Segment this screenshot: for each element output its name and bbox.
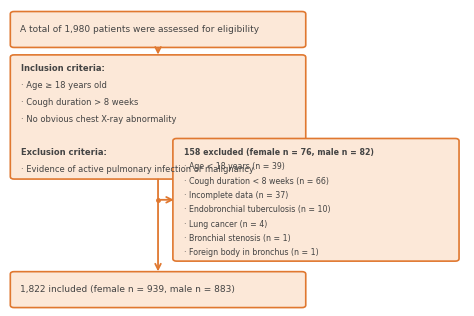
- FancyBboxPatch shape: [10, 11, 306, 47]
- Text: · Bronchial stenosis (n = 1): · Bronchial stenosis (n = 1): [184, 234, 291, 243]
- Text: Inclusion criteria:: Inclusion criteria:: [21, 64, 105, 73]
- Text: · No obvious chest X-ray abnormality: · No obvious chest X-ray abnormality: [21, 115, 177, 124]
- Text: · Cough duration > 8 weeks: · Cough duration > 8 weeks: [21, 98, 139, 107]
- Text: · Cough duration < 8 weeks (n = 66): · Cough duration < 8 weeks (n = 66): [184, 177, 329, 185]
- Text: · Evidence of active pulmonary infection or malignancy: · Evidence of active pulmonary infection…: [21, 165, 255, 174]
- Text: A total of 1,980 patients were assessed for eligibility: A total of 1,980 patients were assessed …: [19, 25, 259, 34]
- Text: · Foreign body in bronchus (n = 1): · Foreign body in bronchus (n = 1): [184, 248, 319, 257]
- Text: · Age < 18 years (n = 39): · Age < 18 years (n = 39): [184, 162, 285, 171]
- Text: 1,822 included (female n = 939, male n = 883): 1,822 included (female n = 939, male n =…: [19, 285, 235, 294]
- Text: · Incomplete data (n = 37): · Incomplete data (n = 37): [184, 191, 288, 200]
- FancyBboxPatch shape: [173, 138, 459, 261]
- Text: · Endobronchial tuberculosis (n = 10): · Endobronchial tuberculosis (n = 10): [184, 205, 330, 214]
- FancyBboxPatch shape: [10, 272, 306, 307]
- Text: · Lung cancer (n = 4): · Lung cancer (n = 4): [184, 220, 267, 229]
- FancyBboxPatch shape: [10, 55, 306, 179]
- Text: · Age ≥ 18 years old: · Age ≥ 18 years old: [21, 81, 107, 90]
- Text: 158 excluded (female n = 76, male n = 82): 158 excluded (female n = 76, male n = 82…: [184, 148, 374, 157]
- Text: Exclusion criteria:: Exclusion criteria:: [21, 148, 107, 157]
